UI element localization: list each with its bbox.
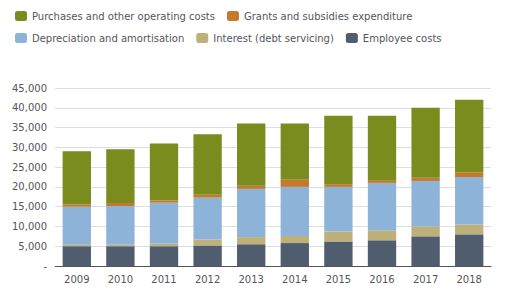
svg-text:5,000: 5,000 bbox=[18, 241, 47, 252]
svg-text:20,000: 20,000 bbox=[12, 181, 47, 192]
svg-text:Purchases and other operating: Purchases and other operating costs bbox=[32, 11, 215, 22]
svg-text:2011: 2011 bbox=[151, 274, 176, 285]
svg-text:2013: 2013 bbox=[238, 274, 263, 285]
svg-text:10,000: 10,000 bbox=[12, 221, 47, 232]
svg-text:30,000: 30,000 bbox=[12, 142, 47, 153]
svg-text:45,000: 45,000 bbox=[12, 83, 47, 94]
svg-text:Depreciation and amortisation: Depreciation and amortisation bbox=[32, 33, 184, 44]
svg-text:2009: 2009 bbox=[64, 274, 89, 285]
svg-text:15,000: 15,000 bbox=[12, 201, 47, 212]
svg-text:2012: 2012 bbox=[195, 274, 220, 285]
svg-text:35,000: 35,000 bbox=[12, 122, 47, 133]
svg-text:Interest (debt servicing): Interest (debt servicing) bbox=[213, 33, 334, 44]
svg-text:2015: 2015 bbox=[326, 274, 351, 285]
svg-text:Grants and subsidies expenditu: Grants and subsidies expenditure bbox=[244, 11, 412, 22]
svg-text:40,000: 40,000 bbox=[12, 102, 47, 113]
svg-text:2018: 2018 bbox=[456, 274, 481, 285]
svg-text:2014: 2014 bbox=[282, 274, 307, 285]
svg-text:2016: 2016 bbox=[369, 274, 394, 285]
svg-text:2010: 2010 bbox=[108, 274, 133, 285]
svg-text:-: - bbox=[43, 261, 47, 272]
svg-text:2017: 2017 bbox=[413, 274, 438, 285]
svg-text:25,000: 25,000 bbox=[12, 162, 47, 173]
svg-text:Employee costs: Employee costs bbox=[363, 33, 442, 44]
